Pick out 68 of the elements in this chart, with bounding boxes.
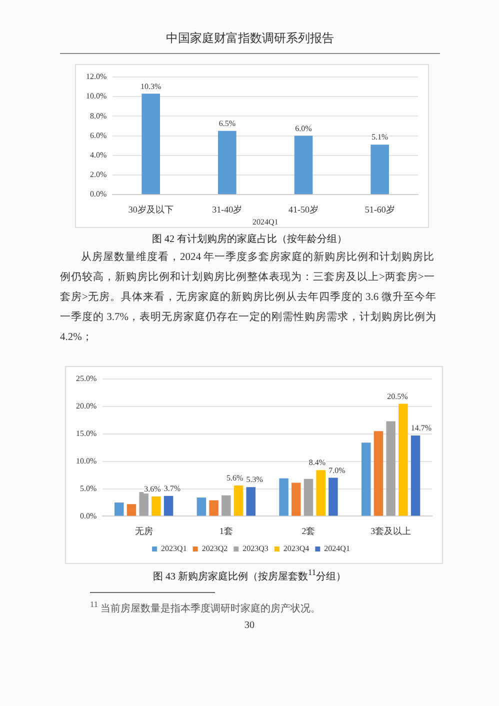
text: 中国家庭财富指数调研系列报告 — [60, 30, 440, 54]
bar — [362, 442, 371, 516]
legend-label: 2024Q1 — [324, 544, 350, 554]
data-label: 8.4% — [308, 458, 326, 468]
text: 30 — [244, 620, 256, 631]
y-tick-label: 15.0% — [76, 428, 97, 438]
y-tick-label: 10.0% — [76, 456, 97, 466]
bar — [246, 487, 256, 516]
y-tick-label: 25.0% — [76, 374, 97, 384]
y-tick-label: 5.0% — [80, 484, 97, 493]
bar — [292, 482, 301, 516]
legend-label: 2023Q2 — [202, 544, 228, 554]
x-tick-label: 31-40岁 — [212, 204, 242, 214]
data-label: 7.0% — [328, 466, 346, 475]
x-tick-label: 30岁及以下 — [128, 204, 174, 214]
text: 图 42 有计划购房的家庭占比（按年龄分组） — [151, 232, 348, 246]
bar — [316, 470, 326, 516]
bar — [114, 502, 124, 516]
data-label: 6.0% — [295, 124, 312, 133]
data-label: 5.6% — [226, 474, 244, 483]
bar — [234, 485, 244, 516]
x-tick-label: 1套 — [219, 526, 233, 536]
text: $^{11}$ 当前房屋数量是指本季度调研时家庭的房产状况。 — [90, 600, 321, 616]
data-label: 3.6% — [144, 484, 162, 494]
bar — [410, 436, 420, 516]
data-label: 6.5% — [218, 118, 236, 128]
bar — [164, 496, 174, 516]
y-tick-label: 0.0% — [80, 511, 97, 520]
y-tick-label: 8.0% — [90, 111, 107, 120]
data-label: 5.3% — [246, 475, 264, 484]
bar — [209, 500, 218, 516]
bar — [370, 144, 389, 194]
text: 从房屋数量维度看，2024 年一季度多套房家庭的新购房比例和计划购房比例仍较高，新购房比例和计划购房比例整体表现为：三套房及以上>两套房>一套房>无房。具体来看，无房家庭的新购房比例从去年四季度的 3.6 微升至今年一季度的 3.7%，表明无房家庭仍存在一定的刚需性购房需求，计划购房比例为 4.2%； — [60, 250, 438, 345]
data-label: 10.3% — [140, 82, 162, 91]
bar — [374, 431, 384, 516]
bar — [294, 136, 313, 194]
x-tick-label: 41-50岁 — [288, 204, 318, 214]
bar — [222, 495, 231, 516]
y-tick-label: 12.0% — [86, 72, 107, 82]
x-tick-label: 3套及以上 — [370, 526, 412, 536]
text: 图 43 新购房家庭比例（按房屋套数$^{11}$分组） — [152, 568, 348, 584]
y-tick-label: 20.0% — [76, 402, 97, 411]
bar — [398, 404, 408, 516]
bar — [304, 478, 314, 516]
y-tick-label: 2.0% — [90, 170, 107, 180]
bar — [328, 478, 338, 516]
bar — [386, 421, 396, 516]
x-tick-label: 51-60岁 — [364, 204, 395, 214]
legend-label: 2023Q3 — [242, 544, 268, 554]
x-tick-label: 2套 — [302, 526, 316, 536]
bar — [196, 498, 206, 516]
data-label: 20.5% — [387, 392, 408, 401]
data-label: 14.7% — [410, 424, 432, 433]
bar — [152, 496, 161, 516]
y-tick-label: 0.0% — [90, 190, 107, 199]
legend-label: 2023Q1 — [161, 544, 187, 554]
y-tick-label: 10.0% — [86, 92, 107, 101]
bar — [142, 94, 160, 194]
data-label: 5.1% — [372, 132, 388, 142]
y-tick-label: 6.0% — [90, 130, 107, 140]
data-label: 3.7% — [164, 484, 181, 493]
x-tick-label: 无房 — [134, 526, 153, 536]
bar — [218, 130, 236, 194]
bar — [126, 504, 136, 516]
x-axis-title: 2024Q1 — [252, 217, 278, 226]
bar — [279, 478, 288, 516]
y-tick-label: 4.0% — [90, 150, 107, 160]
legend-label: 2023Q4 — [283, 544, 310, 554]
